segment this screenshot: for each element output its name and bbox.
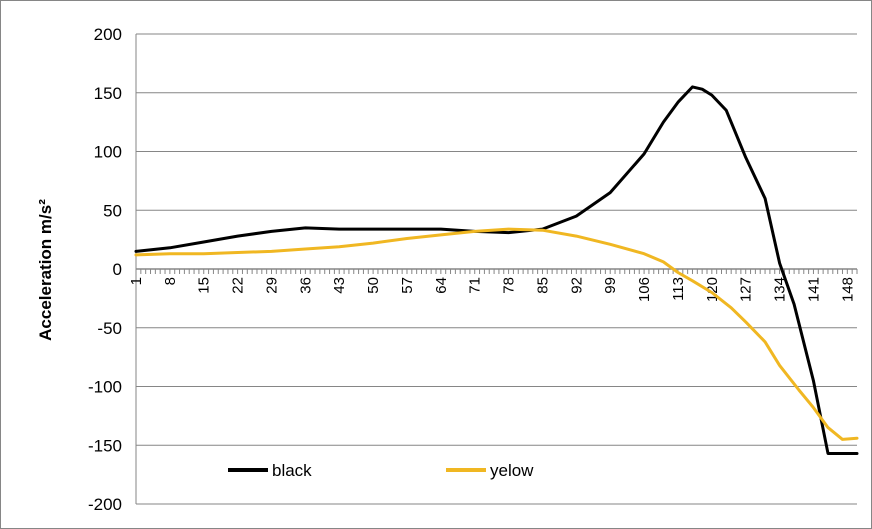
x-tick-label: 22	[230, 277, 247, 294]
legend-label-yelow: yelow	[490, 461, 534, 480]
x-tick-label: 36	[297, 277, 314, 294]
x-tick-label: 71	[467, 277, 484, 294]
series-lines	[134, 85, 859, 455]
x-tick-label: 134	[772, 277, 789, 302]
legend: black yelow	[228, 461, 534, 480]
y-tick-label: 100	[94, 143, 122, 162]
y-tick-label: 150	[94, 84, 122, 103]
y-tick-label: -150	[88, 436, 122, 455]
x-axis: 1 8 15 22 29 36 43 50 57 64 71 78 85 92 99 106 113 120 127…	[128, 268, 858, 302]
x-tick-label: 50	[365, 277, 382, 294]
x-tick-label: 78	[501, 277, 518, 294]
y-tick-label: 200	[94, 25, 122, 44]
y-tick-label: -200	[88, 495, 122, 514]
x-tick-label: 85	[534, 277, 551, 294]
x-tick-label: 99	[602, 277, 619, 294]
x-tick-label: 148	[839, 277, 856, 302]
x-tick-label: 8	[162, 277, 179, 285]
x-tick-label: 92	[568, 277, 585, 294]
y-tick-label: 50	[103, 201, 122, 220]
x-tick-label: 29	[263, 277, 280, 294]
x-tick-label: 64	[433, 277, 450, 294]
x-tick-label: 57	[399, 277, 416, 294]
x-tick-label: 127	[738, 277, 755, 302]
y-tick-label: 0	[113, 260, 122, 279]
series-line-black	[134, 85, 859, 455]
x-tick-label: 43	[331, 277, 348, 294]
series-line-yelow	[134, 227, 859, 441]
x-tick-label: 1	[128, 277, 145, 285]
y-axis-tick-labels: 200 150 100 50 0 -50 -100 -150 -200	[88, 25, 122, 514]
x-tick-label: 141	[805, 277, 822, 302]
x-tick-label: 15	[196, 277, 213, 294]
y-tick-label: -100	[88, 378, 122, 397]
x-tick-label: 113	[670, 277, 687, 301]
y-axis-title: Acceleration m/s²	[36, 199, 55, 341]
y-tick-label: -50	[97, 319, 122, 338]
x-tick-label: 106	[636, 277, 653, 302]
legend-label-black: black	[272, 461, 312, 480]
